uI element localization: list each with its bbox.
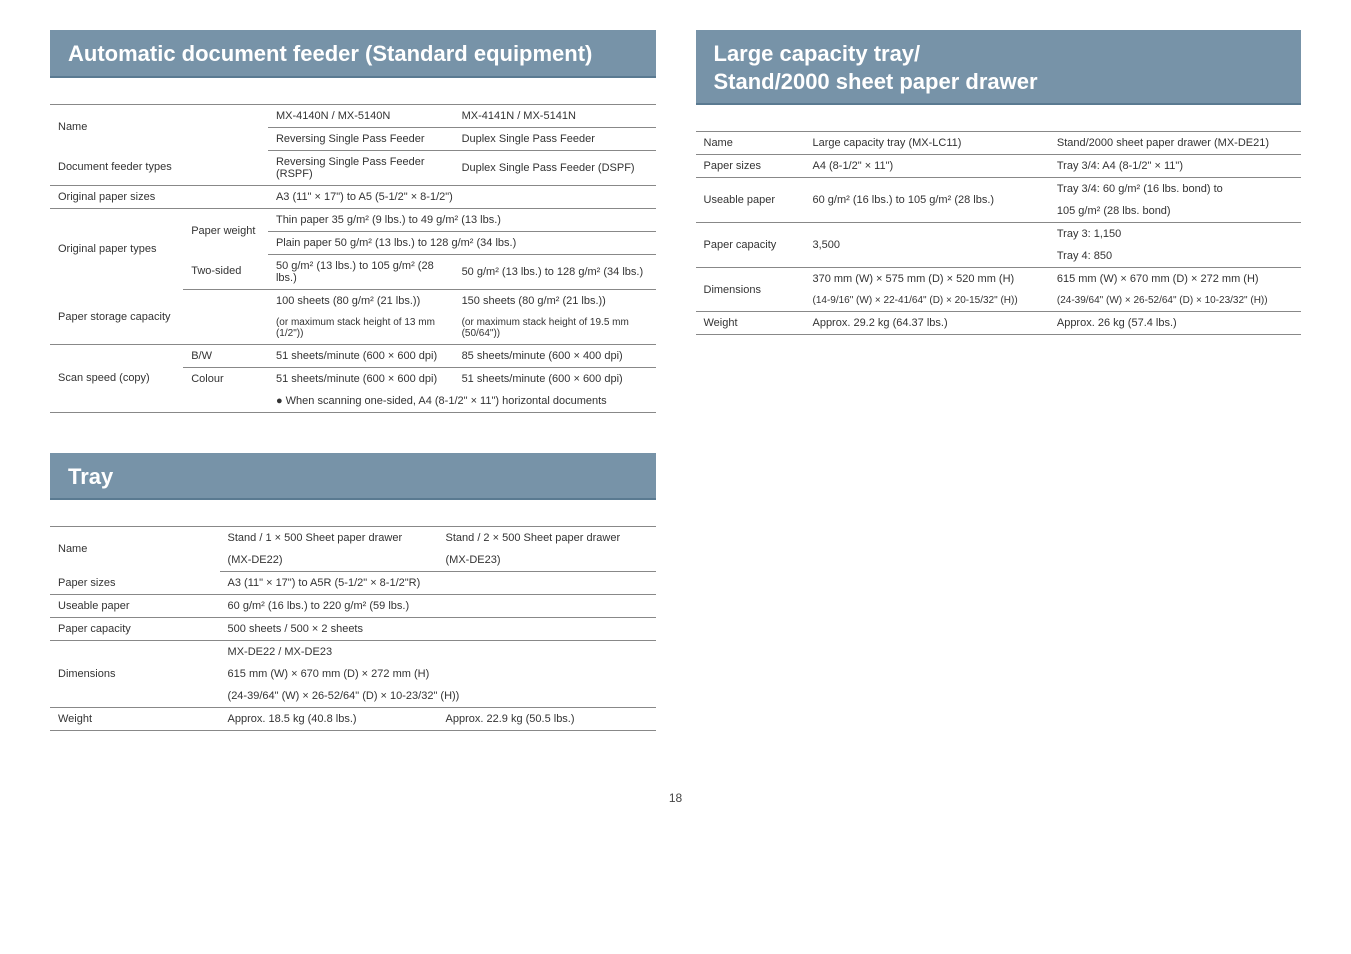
cell: ● When scanning one-sided, A4 (8-1/2" × … [268,390,656,413]
cell: A3 (11" × 17") to A5R (5-1/2" × 8-1/2"R) [220,572,656,595]
cell: 50 g/m² (13 lbs.) to 105 g/m² (28 lbs.) [268,254,454,289]
cell: Approx. 18.5 kg (40.8 lbs.) [220,708,438,731]
cell: 60 g/m² (16 lbs.) to 105 g/m² (28 lbs.) [804,178,1048,223]
cell: 60 g/m² (16 lbs.) to 220 g/m² (59 lbs.) [220,595,656,618]
cell: MX-DE22 / MX-DE23 [220,641,656,664]
empty-column [696,453,1302,732]
row-label: Name [50,527,220,572]
cell: 51 sheets/minute (600 × 600 dpi) [268,367,454,390]
cell: Duplex Single Pass Feeder [454,127,656,150]
cell: 3,500 [804,223,1048,268]
row-label: Useable paper [696,178,805,223]
adf-header: Automatic document feeder (Standard equi… [50,30,656,80]
row-label: Dimensions [50,641,220,708]
row-label: Name [696,132,805,155]
tray-column: Tray Name Stand / 1 × 500 Sheet paper dr… [50,453,656,732]
cell: Plain paper 50 g/m² (13 lbs.) to 128 g/m… [268,231,656,254]
cell: Duplex Single Pass Feeder (DSPF) [454,150,656,185]
row-label: Paper capacity [696,223,805,268]
row-label: Paper storage capacity [50,289,268,344]
page-number: 18 [50,791,1301,805]
lct-title-line1: Large capacity tray/ [714,41,921,66]
cell: (14-9/16" (W) × 22-41/64" (D) × 20-15/32… [804,290,1048,312]
lct-title-line2: Stand/2000 sheet paper drawer [714,69,1038,94]
cell: 85 sheets/minute (600 × 400 dpi) [454,344,656,367]
tray-header: Tray [50,453,656,503]
cell: 370 mm (W) × 575 mm (D) × 520 mm (H) [804,268,1048,291]
cell: 105 g/m² (28 lbs. bond) [1049,200,1301,223]
cell: (MX-DE22) [220,549,438,572]
cell: 615 mm (W) × 670 mm (D) × 272 mm (H) [220,663,656,685]
row-label: Useable paper [50,595,220,618]
row-label: Paper sizes [696,155,805,178]
cell: A3 (11" × 17") to A5 (5-1/2" × 8-1/2") [268,185,656,208]
cell: Stand / 2 × 500 Sheet paper drawer [438,527,656,550]
row-label: Document feeder types [50,150,268,185]
cell: 150 sheets (80 g/m² (21 lbs.)) [454,289,656,312]
cell: Reversing Single Pass Feeder [268,127,454,150]
top-columns: Automatic document feeder (Standard equi… [50,30,1301,413]
lct-header: Large capacity tray/ Stand/2000 sheet pa… [696,30,1302,107]
cell: Reversing Single Pass Feeder (RSPF) [268,150,454,185]
row-label: Scan speed (copy) [50,344,183,412]
cell: (24-39/64" (W) × 26-52/64" (D) × 10-23/3… [220,685,656,708]
sub-label: Colour [183,367,268,390]
cell: A4 (8-1/2" × 11") [804,155,1048,178]
row-label: Dimensions [696,268,805,312]
cell: Large capacity tray (MX-LC11) [804,132,1048,155]
cell: Tray 3/4: 60 g/m² (16 lbs. bond) to [1049,178,1301,201]
tray-table: Name Stand / 1 × 500 Sheet paper drawer … [50,526,656,731]
cell: MX-4140N / MX-5140N [268,104,454,127]
row-label: Weight [696,312,805,335]
row-label: Original paper sizes [50,185,268,208]
cell: Approx. 29.2 kg (64.37 lbs.) [804,312,1048,335]
cell: 51 sheets/minute (600 × 600 dpi) [454,367,656,390]
adf-table: Name MX-4140N / MX-5140N MX-4141N / MX-5… [50,104,656,413]
cell: MX-4141N / MX-5141N [454,104,656,127]
cell: Approx. 26 kg (57.4 lbs.) [1049,312,1301,335]
row-label: Weight [50,708,220,731]
cell: (or maximum stack height of 13 mm (1/2")… [268,312,454,345]
cell: Tray 3: 1,150 [1049,223,1301,246]
sub-label: B/W [183,344,268,367]
cell: Approx. 22.9 kg (50.5 lbs.) [438,708,656,731]
sub-label [183,390,268,413]
cell: (24-39/64" (W) × 26-52/64" (D) × 10-23/3… [1049,290,1301,312]
cell: 500 sheets / 500 × 2 sheets [220,618,656,641]
sub-label: Two-sided [183,254,268,289]
row-label: Paper capacity [50,618,220,641]
left-column: Automatic document feeder (Standard equi… [50,30,656,413]
cell: 51 sheets/minute (600 × 600 dpi) [268,344,454,367]
cell: 615 mm (W) × 670 mm (D) × 272 mm (H) [1049,268,1301,291]
cell: Stand / 1 × 500 Sheet paper drawer [220,527,438,550]
bottom-columns: Tray Name Stand / 1 × 500 Sheet paper dr… [50,453,1301,732]
row-label: Name [50,104,183,150]
cell: 100 sheets (80 g/m² (21 lbs.)) [268,289,454,312]
row-label: Original paper types [50,208,183,289]
cell: (or maximum stack height of 19.5 mm (50/… [454,312,656,345]
row-label: Paper sizes [50,572,220,595]
cell: Tray 4: 850 [1049,245,1301,268]
cell: Thin paper 35 g/m² (9 lbs.) to 49 g/m² (… [268,208,656,231]
cell: (MX-DE23) [438,549,656,572]
lct-table: Name Large capacity tray (MX-LC11) Stand… [696,131,1302,335]
right-column: Large capacity tray/ Stand/2000 sheet pa… [696,30,1302,413]
cell: 50 g/m² (13 lbs.) to 128 g/m² (34 lbs.) [454,254,656,289]
cell: Stand/2000 sheet paper drawer (MX-DE21) [1049,132,1301,155]
sub-label: Paper weight [183,208,268,254]
cell: Tray 3/4: A4 (8-1/2" × 11") [1049,155,1301,178]
